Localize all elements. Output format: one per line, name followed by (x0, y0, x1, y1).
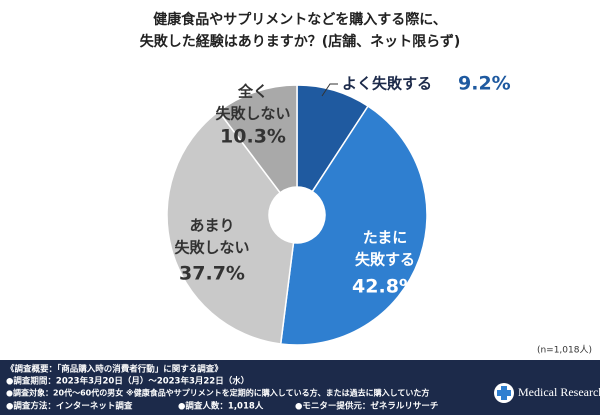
value-label: 42.8% (352, 276, 418, 298)
value-label: 9.2% (458, 73, 511, 95)
sample-note: (n=1,018人) (537, 345, 592, 356)
footer-line: 《調査概要：「商品購入時の消費者行動」に関する調査》 (6, 364, 223, 375)
slice-label: 全く (237, 83, 268, 101)
footer-line: ●調査対象：20代～60代の男女 ※健康食品やサプリメントを定期的に購入している… (6, 388, 429, 398)
logo-text: Medical Research (518, 385, 600, 399)
logo: Medical Research (494, 383, 600, 403)
slice-label: よく失敗する (342, 75, 432, 93)
slice-label: 失敗しない (174, 239, 249, 257)
value-label: 37.7% (179, 263, 245, 285)
leader-line (321, 83, 338, 97)
footer-line: ●調査期間：2023年3月20日（月）～2023年3月22日（水） (6, 376, 249, 387)
footer-item: ●調査人数：1,018人 (178, 401, 264, 412)
value-label: 10.3% (220, 126, 286, 148)
logo-cross (497, 386, 511, 400)
slice-label: 失敗しない (215, 105, 290, 123)
chart-title: 失敗した経験はありますか？(店舗、ネット限らず) (140, 33, 461, 50)
donut-hole (269, 187, 325, 243)
slice-label: 失敗する (355, 251, 415, 269)
chart-title: 健康食品やサプリメントなどを購入する際に、 (153, 11, 447, 28)
footer-item: ●モニター提供元：ゼネラルリサーチ (295, 401, 438, 412)
footer-item: ●調査方法：インターネット調査 (6, 401, 133, 412)
slice-label: あまり (189, 217, 234, 235)
slice-label: たまに (363, 229, 408, 247)
